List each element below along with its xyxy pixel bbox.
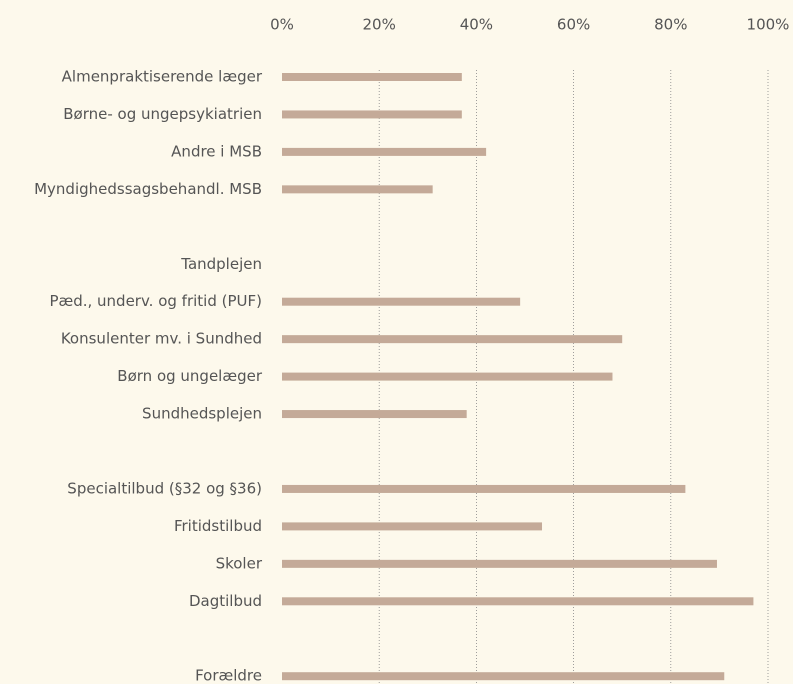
bar (282, 335, 623, 344)
y-tick-label: Børn og ungelæger (117, 367, 263, 385)
x-tick-label: 0% (270, 16, 294, 34)
x-tick-label: 80% (654, 16, 687, 34)
y-tick-label: Konsulenter mv. i Sundhed (61, 330, 262, 348)
y-tick-label: Pæd., underv. og fritid (PUF) (49, 292, 262, 310)
bar (282, 297, 521, 306)
y-tick-label: Skoler (216, 554, 263, 572)
bar (282, 372, 613, 381)
x-tick-label: 60% (557, 16, 590, 34)
bar (282, 672, 725, 681)
y-tick-label: Myndighedssagsbehandl. MSB (34, 180, 262, 198)
y-tick-label: Sundhedsplejen (142, 405, 262, 423)
bar (282, 522, 543, 531)
x-tick-label: 40% (460, 16, 493, 34)
y-tick-label: Børne- og ungepsykiatrien (63, 105, 262, 123)
bar (282, 110, 462, 119)
y-tick-label: Dagtilbud (189, 592, 262, 610)
y-tick-label: Tandplejen (180, 255, 262, 273)
bar (282, 484, 686, 493)
x-tick-label: 20% (363, 16, 396, 34)
y-tick-label: Fritidstilbud (174, 517, 262, 535)
y-tick-label: Specialtilbud (§32 og §36) (67, 479, 262, 497)
y-tick-label: Almenpraktiserende læger (62, 68, 263, 86)
bar (282, 597, 754, 606)
bar (282, 147, 487, 156)
bar (282, 73, 462, 81)
y-tick-label: Andre i MSB (171, 142, 262, 160)
bar (282, 410, 467, 419)
bar (282, 559, 717, 568)
x-tick-label: 100% (747, 16, 790, 34)
y-tick-label: Forældre (195, 667, 262, 684)
bar (282, 185, 433, 194)
